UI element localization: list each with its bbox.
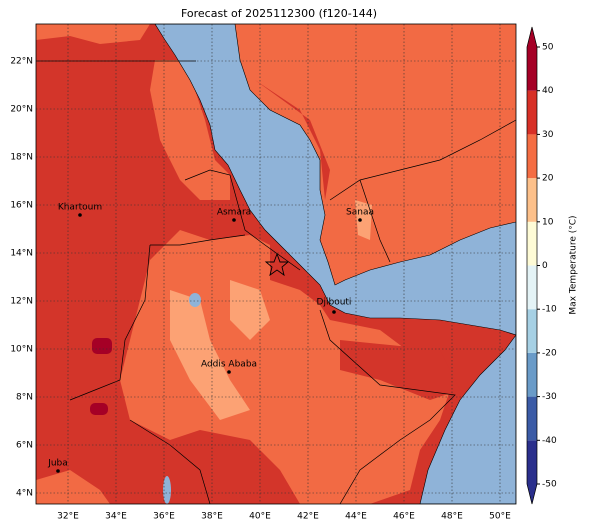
country-border [319,309,456,504]
colorbar: -50 -40 -30 -20 -10 0 10 20 30 40 50 [526,26,557,505]
hot-region [340,340,460,400]
colorbar-tick-label: 10 [542,217,554,227]
warm-region [120,230,450,504]
colorbar-tick-label: -40 [542,436,557,446]
city-dot [227,370,231,374]
lon-tick-label: 40°E [249,512,271,522]
country-border [150,234,246,246]
colorbar-tick-label: 30 [542,130,554,140]
location-star [264,252,290,277]
cities: Khartoum Asmara Sanaa Djibouti Addis Aba… [47,203,374,473]
lon-tick-label: 32°E [57,512,79,522]
mild-region [170,290,250,420]
city-dot [232,218,236,222]
country-border [184,169,301,271]
colorbar-band [527,90,537,135]
map-area: Khartoum Asmara Sanaa Djibouti Addis Aba… [36,24,516,504]
colorbar-tick-label: 20 [542,174,554,184]
colorbar-tick-label: 40 [542,86,554,96]
colorbar-band [527,221,537,266]
colorbar-band [527,47,537,91]
colorbar-tick-label: -10 [542,305,557,315]
lat-tick-label: 18°N [10,153,33,163]
lat-tick-label: 8°N [16,393,33,403]
country-border [69,244,151,401]
lon-tick-label: 50°E [489,512,511,522]
colorbar-band [527,352,537,397]
warm-region [36,24,150,44]
city-label: Addis Ababa [201,360,257,370]
lon-tick-label: 46°E [393,512,415,522]
mild-region [355,200,372,240]
city-label: Khartoum [58,203,102,213]
lat-tick-label: 6°N [16,441,33,451]
colorbar-tick-label: 0 [542,261,548,271]
colorbar-band [527,440,537,484]
lake [163,476,171,504]
warm-region [36,470,110,504]
colorbar-band [527,134,537,179]
city-label: Juba [47,459,68,469]
lat-tick-label: 20°N [10,105,33,115]
lat-tick-label: 12°N [10,297,33,307]
colorbar-band [527,178,537,222]
very-hot-patch [90,403,108,415]
city-label: Sanaa [346,208,374,218]
lon-tick-label: 36°E [153,512,175,522]
city-label: Asmara [217,208,251,218]
colorbar-tick-label: -20 [542,348,557,358]
lon-tick-label: 38°E [201,512,223,522]
city-label: Djibouti [317,298,352,308]
arabia-warm [235,24,516,285]
colorbar-label: Max Temperature (°C) [569,215,579,314]
colorbar-extend-top [527,27,537,47]
city-dot [56,469,60,473]
city-dot [78,213,82,217]
colorbar-tick-label: -30 [542,392,557,402]
lat-tick-label: 4°N [16,489,33,499]
lat-tick-label: 22°N [10,57,33,67]
map-frame [35,23,517,505]
country-border [329,119,516,201]
city-dot [332,310,336,314]
lat-tick-label: 16°N [10,201,33,211]
lon-tick-label: 48°E [441,512,463,522]
lon-tick-label: 34°E [105,512,127,522]
colorbar-band [527,265,537,310]
lake [189,293,201,307]
lat-tick-label: 10°N [10,345,33,355]
sea [154,24,516,504]
country-border [359,179,391,263]
country-border [129,419,211,504]
colorbar-extend-bottom [527,484,537,504]
city-dot [358,218,362,222]
lat-tick-label: 14°N [10,249,33,259]
colorbar-band [527,396,537,441]
lon-tick-label: 42°E [297,512,319,522]
warm-region [150,60,230,200]
colorbar-band [527,309,537,353]
graticule: 32°E 34°E 36°E 38°E 40°E 42°E 44°E 46°E 48°E 50°E… [10,24,516,522]
map-title: Forecast of 2025112300 (f120-144) [181,7,377,20]
colorbar-tick-label: 50 [542,43,554,53]
very-hot-patch [92,338,112,354]
lon-tick-label: 44°E [345,512,367,522]
colorbar-tick-label: -50 [542,480,557,490]
hot-region [255,80,330,200]
